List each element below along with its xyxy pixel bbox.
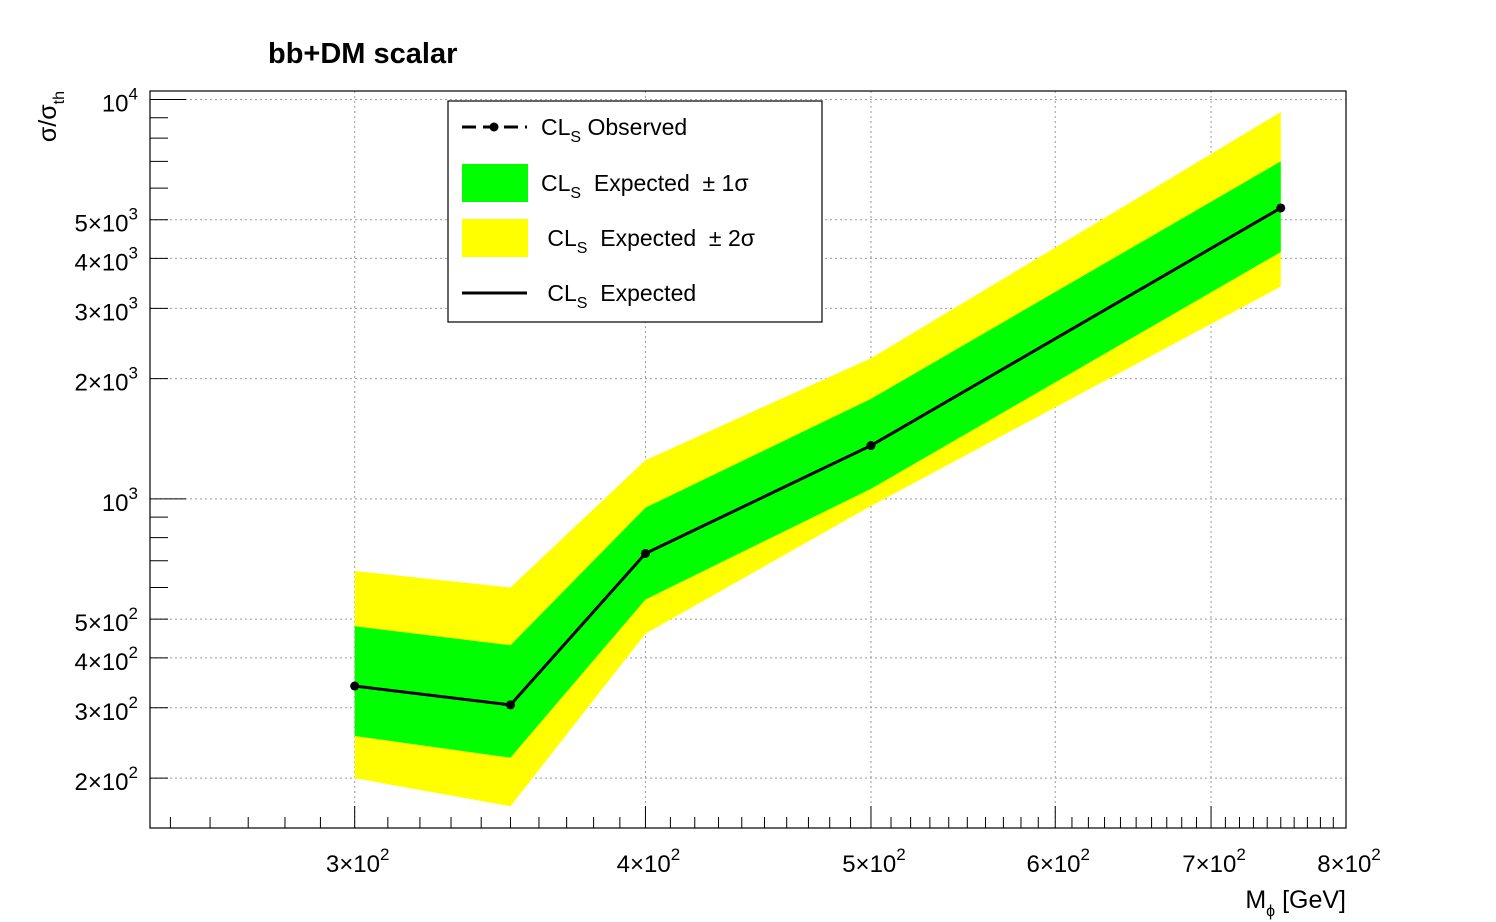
legend-label-post: Expected ± 1σ	[581, 170, 748, 196]
tick-exponent: 2	[1081, 845, 1090, 864]
observed-point	[866, 441, 876, 451]
axis-tick-labels: 3×102 4×102 5×102 6×102 7×102 8×1022×1023×102…	[74, 84, 1380, 878]
tick-exponent: 2	[1236, 845, 1245, 864]
tick-mantissa: 6×10	[1026, 851, 1080, 878]
y-tick-label: 3×102	[74, 693, 138, 726]
legend-1sigma-swatch	[462, 164, 528, 202]
legend-label-post: Expected	[587, 280, 696, 306]
legend-box	[447, 100, 823, 323]
legend-label-pre: CL	[541, 280, 577, 306]
legend-label-pre: CL	[541, 170, 571, 196]
tick-mantissa: 3×10	[74, 699, 128, 726]
x-tick-label: 5×102	[842, 845, 906, 878]
y-tick-label: 5×103	[74, 205, 138, 238]
tick-mantissa: 8×10	[1317, 851, 1371, 878]
tick-exponent: 3	[129, 364, 138, 383]
uncertainty-bands	[354, 112, 1281, 807]
legend-observed-marker	[489, 122, 499, 132]
plot-frame	[149, 90, 1347, 829]
tick-mantissa: 10	[102, 490, 129, 517]
x-tick-label: 8×102	[1317, 845, 1381, 878]
y-tick-label: 5×102	[74, 604, 138, 637]
y-axis-label-sub: th	[51, 91, 68, 104]
tick-exponent: 4	[129, 84, 138, 103]
y-tick-label: 4×102	[74, 643, 138, 676]
x-axis-label-base: M	[1245, 886, 1266, 914]
tick-mantissa: 4×10	[74, 649, 128, 676]
legend-label-sub: S	[570, 185, 581, 202]
band-1sigma	[354, 161, 1281, 758]
legend-label-sub: S	[570, 129, 581, 146]
y-tick-label: 2×102	[74, 763, 138, 796]
y-tick-label: 2×103	[74, 364, 138, 397]
legend-label-sub: S	[577, 295, 588, 312]
observed-point	[1276, 203, 1286, 213]
tick-mantissa: 3×10	[74, 299, 128, 326]
tick-exponent: 2	[380, 845, 389, 864]
observed-point	[505, 700, 515, 710]
legend-label-expected: CLS Expected	[541, 280, 696, 312]
tick-mantissa: 7×10	[1182, 851, 1236, 878]
legend-label-post: Observed	[581, 114, 687, 140]
tick-exponent: 3	[129, 484, 138, 503]
tick-exponent: 2	[896, 845, 905, 864]
x-tick-label: 3×102	[326, 845, 390, 878]
tick-mantissa: 2×10	[74, 370, 128, 397]
tick-mantissa: 3×10	[326, 851, 380, 878]
legend-2sigma-swatch	[462, 219, 528, 257]
y-tick-label: 3×103	[74, 293, 138, 326]
tick-exponent: 3	[129, 205, 138, 224]
tick-mantissa: 4×10	[617, 851, 671, 878]
axis-labels: Mϕ [GeV] σ/σth	[34, 91, 1346, 920]
tick-mantissa: 10	[102, 90, 129, 117]
observed-point	[350, 681, 360, 691]
y-tick-label: 103	[102, 484, 138, 517]
legend-label-band_2sigma: CLS Expected ± 2σ	[541, 225, 755, 257]
tick-exponent: 2	[129, 643, 138, 662]
x-axis-label-sub: ϕ	[1266, 903, 1275, 920]
x-axis-label-rest: [GeV]	[1275, 886, 1346, 914]
tick-mantissa: 2×10	[74, 769, 128, 796]
legend-label-observed: CLS Observed	[541, 114, 687, 146]
tick-exponent: 2	[1371, 845, 1380, 864]
limit-curves	[350, 203, 1286, 710]
legend-label-post: Expected ± 2σ	[587, 225, 754, 251]
tick-exponent: 3	[129, 293, 138, 312]
chart-title: bb+DM scalar	[268, 38, 457, 70]
axis-ticks	[150, 98, 1347, 828]
x-tick-label: 6×102	[1026, 845, 1090, 878]
x-axis-label: Mϕ [GeV]	[1245, 886, 1346, 920]
y-axis-label-base: σ/σ	[34, 104, 62, 142]
observed-point	[640, 548, 650, 558]
tick-exponent: 2	[129, 763, 138, 782]
legend-label-pre: CL	[541, 225, 577, 251]
tick-exponent: 2	[671, 845, 680, 864]
x-tick-label: 4×102	[617, 845, 681, 878]
y-tick-label: 104	[102, 84, 138, 117]
tick-mantissa: 5×10	[74, 211, 128, 238]
legend-label-band_1sigma: CLS Expected ± 1σ	[541, 170, 749, 202]
tick-exponent: 3	[129, 243, 138, 262]
tick-mantissa: 5×10	[842, 851, 896, 878]
y-axis-label: σ/σth	[34, 91, 68, 142]
y-tick-label: 4×103	[74, 243, 138, 276]
tick-mantissa: 4×10	[74, 249, 128, 276]
tick-exponent: 2	[129, 604, 138, 623]
x-tick-label: 7×102	[1182, 845, 1246, 878]
legend-label-pre: CL	[541, 114, 571, 140]
legend-label-sub: S	[577, 240, 588, 257]
tick-mantissa: 5×10	[74, 610, 128, 637]
tick-exponent: 2	[129, 693, 138, 712]
